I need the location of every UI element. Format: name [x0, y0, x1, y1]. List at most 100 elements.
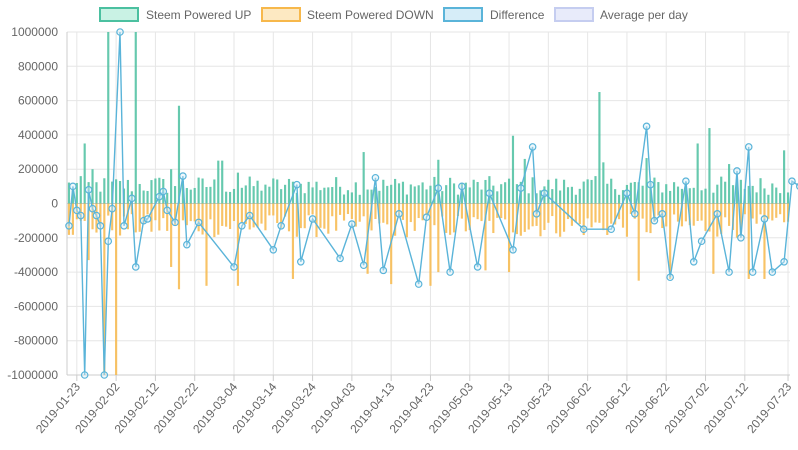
bar-up [484, 179, 487, 204]
difference-point [194, 218, 203, 227]
bar-down [704, 203, 707, 231]
bar-up [441, 191, 444, 204]
y-tick-label: 200000 [18, 162, 58, 176]
difference-point [139, 216, 148, 225]
difference-point [422, 213, 431, 222]
bar-up [173, 186, 177, 204]
legend-swatch-up [99, 7, 139, 22]
bar-up [417, 185, 420, 204]
bar-down [177, 203, 181, 290]
bar-down [201, 203, 204, 235]
difference-point [607, 225, 616, 234]
legend-label-up: Steem Powered UP [146, 8, 251, 22]
difference-point [666, 273, 674, 282]
bar-up [217, 160, 220, 204]
difference-point [646, 180, 655, 189]
bar-down [743, 203, 746, 215]
bar-down [445, 203, 448, 233]
bar-up [472, 179, 475, 204]
bar-down [570, 203, 574, 226]
bar-up [637, 182, 640, 204]
legend-item-down[interactable]: Steem Powered DOWN [261, 7, 434, 22]
bar-up [213, 179, 216, 204]
legend-item-up[interactable]: Steem Powered UP [99, 7, 251, 22]
bar-down [272, 203, 275, 216]
bar-up [759, 178, 762, 204]
series-steem-powered-down [67, 203, 790, 375]
difference-point [446, 268, 454, 276]
bar-up [339, 186, 342, 204]
legend-item-average[interactable]: Average per day [554, 7, 688, 22]
bar-down [665, 203, 668, 227]
bar-up [342, 194, 346, 204]
bar-up [185, 188, 188, 204]
difference-point [788, 177, 796, 186]
bar-up [582, 181, 585, 204]
bar-down [676, 203, 680, 222]
bar-down [370, 203, 373, 231]
bar-up [480, 189, 483, 204]
bar-up [767, 194, 770, 204]
legend-label-average: Average per day [600, 8, 688, 22]
difference-point [73, 206, 81, 215]
bar-up [464, 182, 467, 204]
bar-up [460, 182, 463, 204]
bar-up [272, 178, 275, 204]
bar-up [221, 160, 224, 204]
bar-down [378, 203, 381, 224]
difference-point [245, 211, 254, 220]
bar-down [716, 203, 719, 237]
bar-up [130, 191, 133, 204]
bar-down [154, 203, 157, 221]
bar-up [158, 177, 161, 204]
bar-up [225, 191, 228, 204]
bar-down [645, 203, 648, 233]
bar-down [771, 203, 774, 221]
bar-up [177, 105, 181, 204]
bar-up [700, 190, 703, 204]
bar-down [614, 203, 617, 225]
bar-up [602, 162, 605, 204]
bar-down [621, 203, 625, 228]
bar-down [786, 203, 790, 222]
difference-point [92, 211, 101, 220]
difference-point [414, 280, 423, 288]
bar-down [287, 203, 291, 232]
bar-up [295, 192, 298, 204]
bar-down [449, 203, 452, 235]
bar-up [559, 190, 562, 204]
bar-up [468, 187, 471, 204]
bar-down [311, 203, 314, 215]
bar-up [67, 182, 71, 204]
difference-point [725, 268, 733, 276]
bar-up [346, 190, 350, 204]
bar-down [417, 203, 420, 219]
bar-down [126, 203, 129, 230]
bar-up [201, 178, 204, 204]
bar-down [118, 203, 122, 236]
bar-down [476, 203, 479, 220]
bar-up [555, 178, 558, 204]
bar-up [382, 179, 385, 204]
bar-up [421, 182, 424, 204]
difference-point [371, 173, 380, 182]
legend-item-difference[interactable]: Difference [443, 7, 545, 22]
bar-down [755, 203, 758, 224]
bar-up [252, 186, 255, 204]
bar-up [676, 186, 680, 204]
bar-down [480, 203, 483, 222]
difference-point [76, 211, 85, 220]
bar-down [193, 203, 196, 222]
bar-down [213, 203, 216, 238]
bar-up [331, 187, 334, 204]
bar-down [358, 203, 361, 222]
bar-up [138, 183, 141, 204]
difference-point [458, 182, 466, 191]
bar-up [429, 185, 432, 204]
bar-down [173, 203, 177, 226]
bar-up [323, 187, 326, 204]
bar-up [452, 183, 456, 204]
bar-down [323, 203, 326, 229]
x-tick-label: 2019-07-23 [744, 380, 794, 436]
